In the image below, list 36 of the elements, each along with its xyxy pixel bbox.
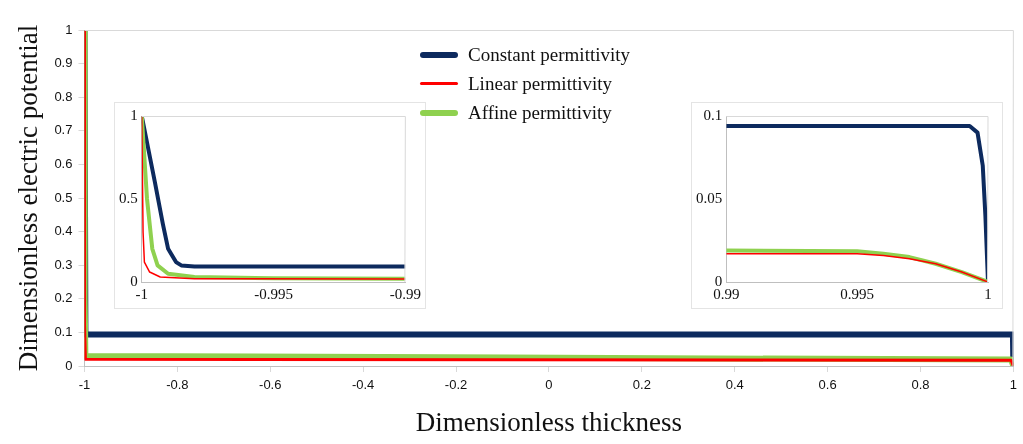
y-tick-label: 0	[130, 272, 138, 289]
x-tick-label: -0.4	[351, 377, 375, 393]
x-tick-label: -0.8	[166, 377, 189, 393]
x-tick-label: 0.6	[818, 377, 837, 393]
y-tick-label: 1	[130, 106, 138, 123]
x-tick-label: -0.995	[254, 285, 293, 302]
x-tick-label: -0.2	[444, 377, 468, 393]
y-tick-label: 0.4	[54, 223, 73, 239]
y-tick-label: 0.5	[119, 189, 138, 206]
x-tick-label: 0	[545, 377, 553, 393]
y-tick-label: 0.7	[54, 122, 73, 138]
legend-label: Linear permittivity	[468, 72, 613, 95]
y-tick-label: 0.05	[696, 189, 723, 206]
y-tick-label: 0.3	[54, 256, 73, 272]
y-tick-label: 0	[65, 357, 73, 373]
y-tick-label: 0.6	[54, 155, 73, 171]
y-tick-label: 0.9	[54, 55, 73, 71]
legend-label: Affine permittivity	[468, 101, 612, 124]
y-tick-label: 0.5	[54, 189, 73, 205]
x-tick-label: -0.99	[389, 285, 421, 302]
x-tick-label: -1	[135, 285, 148, 302]
y-tick-label: 0.1	[703, 106, 723, 123]
x-tick-label: -0.6	[259, 377, 282, 393]
y-tick-label: 0.1	[54, 323, 73, 339]
x-tick-label: 1	[984, 285, 992, 302]
y-axis-title: Dimensionless electric potential	[13, 24, 44, 372]
legend-label: Constant permittivity	[468, 43, 631, 66]
x-tick-label: 1	[1009, 377, 1017, 393]
x-axis-title: Dimensionless thickness	[415, 406, 683, 437]
x-tick-label: 0.8	[911, 377, 930, 393]
x-tick-label: 0.2	[632, 377, 651, 393]
y-tick-label: 0.8	[54, 88, 73, 104]
x-tick-label: 0.995	[840, 285, 874, 302]
x-tick-label: 0.4	[725, 377, 744, 393]
x-tick-label: -1	[78, 377, 91, 393]
y-tick-label: 1	[65, 21, 73, 37]
